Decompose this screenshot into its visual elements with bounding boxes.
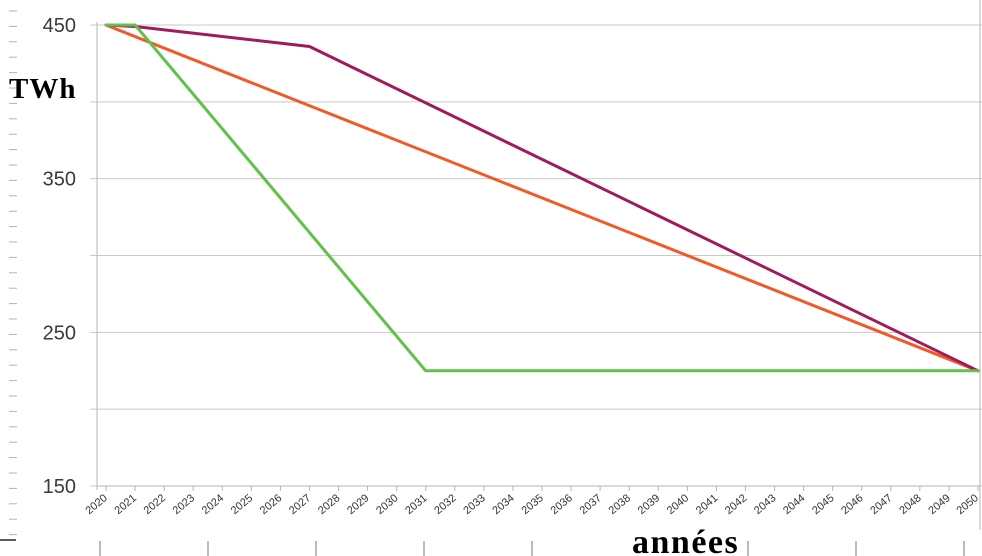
x-tick-label: 2026 [258,492,284,517]
x-tick-label: 2030 [374,492,400,517]
x-tick-label: 2042 [723,492,749,517]
x-tick-labels: 2020 2021 2022 2023 2024 2025 2026 2027 2028 2029… [83,492,980,517]
gridlines [90,25,982,486]
x-tick-label: 2039 [636,492,662,517]
x-tick-label: 2027 [287,492,313,517]
series-line-1 [106,25,978,371]
x-tick-label: 2029 [345,492,371,517]
series-lines [106,25,978,371]
x-tick-label: 2037 [578,492,604,517]
x-tick-label: 2046 [839,492,865,517]
x-tick-label: 2038 [607,492,633,517]
x-tick-label: 2033 [461,492,487,517]
y-tick-label: 150 [43,476,76,498]
x-tick-label: 2021 [113,492,139,517]
x-tick-label: 2045 [810,492,836,517]
x-tick-label: 2041 [694,492,720,517]
x-tick-label: 2022 [142,492,168,517]
bottom-table-rules [0,540,964,556]
x-tick-label: 2043 [752,492,778,517]
x-tick-label: 2047 [868,492,894,517]
x-tick-label: 2031 [403,492,429,517]
x-axis-title: années [632,524,739,556]
x-tick-label: 2044 [781,492,807,517]
x-tick-label: 2032 [432,492,458,517]
x-tick-label: 2036 [549,492,575,517]
x-tick-label: 2035 [519,492,545,517]
x-tick-label: 2028 [316,492,342,517]
y-axis-title: TWh [9,73,76,105]
x-tick-label: 2049 [926,492,952,517]
x-tick-label: 2048 [897,492,923,517]
x-tick-label: 2023 [171,492,197,517]
x-tick-label: 2050 [954,492,980,517]
x-tick-marks [106,486,978,491]
x-tick-label: 2020 [83,492,109,517]
x-tick-label: 2025 [229,492,255,517]
y-tick-label: 250 [43,322,76,344]
x-tick-label: 2034 [490,492,516,517]
y-tick-label: 350 [43,169,76,191]
y-tick-label: 450 [43,15,76,37]
x-tick-label: 2040 [665,492,691,517]
x-tick-label: 2024 [200,492,226,517]
